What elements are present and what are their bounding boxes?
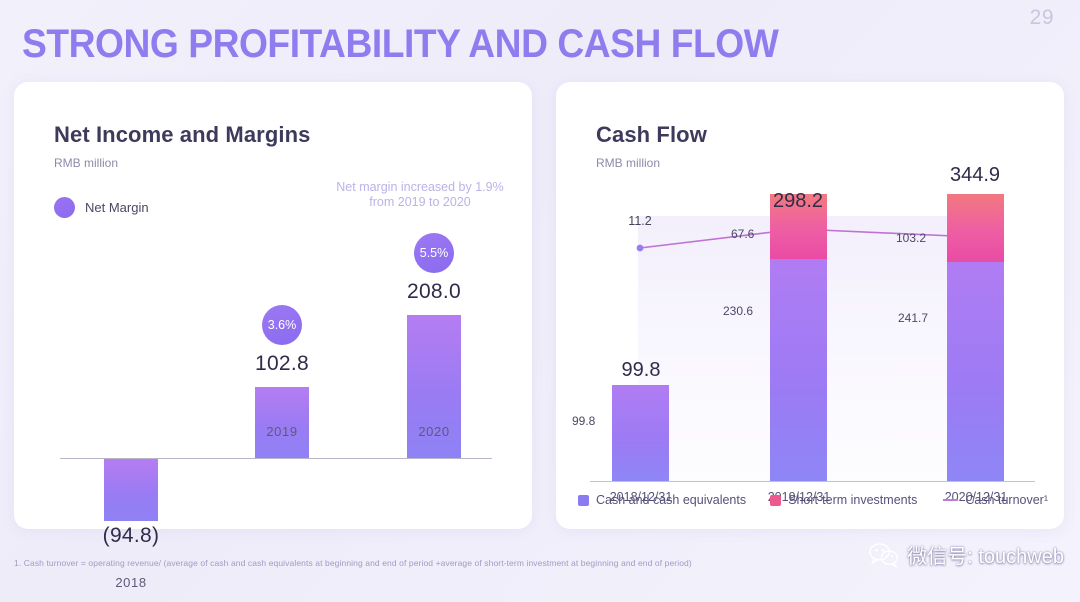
wechat-icon: [869, 542, 899, 568]
card-title-net-income: Net Income and Margins: [54, 122, 311, 147]
annotation-line-1: Net margin increased by 1.9%: [336, 180, 504, 194]
segment-cash-2019: [770, 259, 827, 481]
x-axis-line: [590, 481, 1035, 482]
bar-value-2018: (94.8): [102, 524, 160, 547]
legend-item-cash[interactable]: Cash and cash equivalents: [578, 493, 746, 507]
segment-investments-2020: [947, 194, 1004, 262]
segment-label-cash-2020: 241.7: [898, 311, 929, 325]
legend-cash-flow: Cash and cash equivalents Short-term inv…: [578, 493, 1058, 507]
bar-2019: [255, 387, 309, 458]
legend-swatch-cash-icon: [578, 494, 589, 506]
legend-line-turnover-icon: [943, 499, 959, 501]
stacked-bar-2018: [612, 385, 669, 481]
legend-swatch-investments-icon: [770, 494, 782, 506]
legend-item-turnover[interactable]: Cash turnover¹: [943, 493, 1048, 507]
zero-axis-line: [60, 458, 492, 459]
margin-bubble-2020: 5.5%: [414, 233, 454, 273]
net-income-plot: (94.8) 102.8 3.6% 208.0 5.5% 2018 2019 2…: [60, 222, 492, 590]
legend-item-investments[interactable]: Short-term investments: [770, 493, 917, 507]
watermark-text: 微信号: touchweb: [907, 546, 1064, 568]
x-label-2018-12-31: 2018/12/31: [609, 490, 673, 504]
card-subtitle-cash-flow: RMB million: [596, 156, 661, 170]
legend-label-cash: Cash and cash equivalents: [596, 493, 747, 507]
card-subtitle-net-income: RMB million: [54, 156, 119, 170]
segment-cash-2020: [947, 262, 1004, 481]
x-label-2018: 2018: [115, 575, 147, 590]
legend-dot-icon: [54, 197, 75, 218]
segment-investments-2019: [770, 194, 827, 259]
bar-value-2020: 208.0: [406, 280, 462, 303]
bar-total-2019: 298.2: [772, 190, 824, 212]
segment-label-investments-2019: 67.6: [731, 227, 755, 241]
segment-cash-2018: [612, 385, 669, 481]
x-label-2019-12-31: 2019/12/31: [767, 490, 831, 504]
x-label-2020: 2020: [418, 424, 450, 439]
annotation-net-margin: Net margin increased by 1.9% from 2019 t…: [310, 180, 530, 210]
legend-net-margin: Net Margin: [54, 197, 149, 218]
stacked-bar-2020: [947, 194, 1004, 481]
net-income-card: Net Income and Margins RMB million Net M…: [14, 82, 532, 590]
segment-label-cash-2018: 99.8: [572, 414, 596, 428]
segment-label-cash-2019: 230.6: [723, 304, 754, 318]
x-label-2020-12-31: 2020/12/31: [944, 490, 1008, 504]
legend-label-net-margin: Net Margin: [85, 200, 149, 215]
x-label-2019: 2019: [266, 424, 298, 439]
margin-bubble-2019: 3.6%: [262, 305, 302, 345]
watermark: 微信号: touchweb: [869, 540, 1064, 569]
stacked-bar-2019: [770, 194, 827, 481]
page-title: STRONG PROFITABILITY AND CASH FLOW: [22, 22, 779, 66]
bar-2020: [407, 315, 461, 458]
bar-total-2020: 344.9: [949, 164, 1001, 186]
legend-label-investments: Short-term investments: [788, 493, 918, 507]
bar-total-2018: 99.8: [621, 359, 661, 381]
bar-value-2019: 102.8: [254, 352, 310, 375]
bar-2018: [104, 459, 158, 521]
annotation-line-2: from 2019 to 2020: [369, 195, 471, 209]
legend-label-turnover: Cash turnover¹: [965, 493, 1049, 507]
cash-flow-plot: 11.2 14.3 11.8 99.8 99.8 298.2 67.6 230.…: [572, 164, 1040, 522]
segment-label-investments-2020: 103.2: [896, 231, 927, 245]
footnote: 1. Cash turnover = operating revenue/ (a…: [14, 558, 692, 568]
line-value-2018: 11.2: [628, 214, 652, 228]
card-title-cash-flow: Cash Flow: [596, 122, 707, 147]
page-number: 29: [1029, 6, 1054, 29]
cash-flow-card: Cash Flow RMB million 11.2 14.3 11.8 99.…: [556, 82, 1064, 529]
